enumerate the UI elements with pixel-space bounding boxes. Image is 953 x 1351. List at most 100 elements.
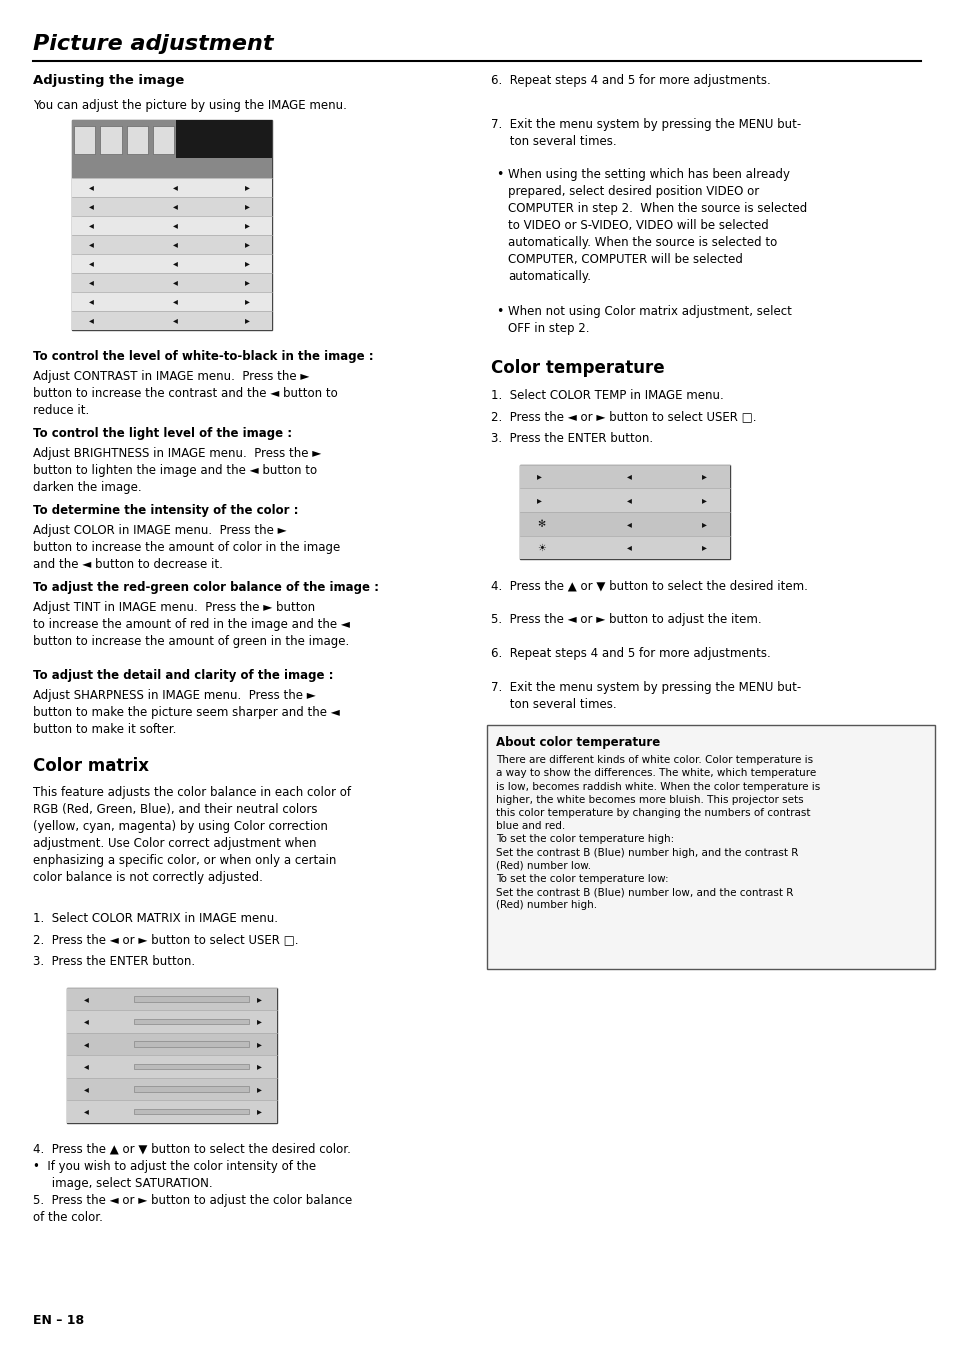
- FancyBboxPatch shape: [67, 988, 276, 1123]
- Text: ◂: ◂: [173, 239, 178, 250]
- Text: Adjust TINT in IMAGE menu.  Press the ► button
to increase the amount of red in : Adjust TINT in IMAGE menu. Press the ► b…: [33, 601, 350, 648]
- FancyBboxPatch shape: [71, 178, 272, 197]
- Text: ◂: ◂: [173, 315, 178, 326]
- FancyBboxPatch shape: [519, 465, 729, 489]
- Text: 7.  Exit the menu system by pressing the MENU but-
     ton several times.: 7. Exit the menu system by pressing the …: [491, 681, 801, 711]
- Text: ◂: ◂: [89, 201, 93, 212]
- FancyBboxPatch shape: [100, 126, 121, 154]
- Text: ◂: ◂: [84, 994, 89, 1004]
- Text: ▸: ▸: [537, 471, 541, 481]
- FancyBboxPatch shape: [152, 126, 173, 154]
- FancyBboxPatch shape: [71, 197, 272, 216]
- Text: Color matrix: Color matrix: [33, 757, 150, 774]
- Text: 1.  Select COLOR TEMP in IMAGE menu.: 1. Select COLOR TEMP in IMAGE menu.: [491, 389, 723, 403]
- Text: ▸: ▸: [245, 277, 250, 288]
- Text: 2.  Press the ◄ or ► button to select USER □.: 2. Press the ◄ or ► button to select USE…: [33, 934, 298, 947]
- FancyBboxPatch shape: [67, 1100, 276, 1123]
- Text: ▸: ▸: [245, 220, 250, 231]
- Text: 4.  Press the ▲ or ▼ button to select the desired color.
•  If you wish to adjus: 4. Press the ▲ or ▼ button to select the…: [33, 1143, 351, 1190]
- Text: When not using Color matrix adjustment, select
OFF in step 2.: When not using Color matrix adjustment, …: [508, 305, 792, 335]
- Text: When using the setting which has been already
prepared, select desired position : When using the setting which has been al…: [508, 168, 807, 282]
- Text: ▸: ▸: [245, 182, 250, 193]
- Text: ▸: ▸: [257, 1084, 262, 1094]
- Text: ◂: ◂: [173, 258, 178, 269]
- FancyBboxPatch shape: [519, 489, 729, 512]
- Text: You can adjust the picture by using the IMAGE menu.: You can adjust the picture by using the …: [33, 99, 347, 112]
- FancyBboxPatch shape: [71, 120, 272, 158]
- FancyBboxPatch shape: [486, 725, 934, 969]
- Text: ◂: ◂: [173, 277, 178, 288]
- Text: ▸: ▸: [537, 496, 541, 505]
- Text: ▸: ▸: [257, 994, 262, 1004]
- Text: 5.  Press the ◄ or ► button to adjust the item.: 5. Press the ◄ or ► button to adjust the…: [491, 613, 761, 627]
- Text: ◂: ◂: [84, 1062, 89, 1071]
- Text: ▸: ▸: [245, 201, 250, 212]
- Text: ◂: ◂: [626, 543, 631, 553]
- FancyBboxPatch shape: [67, 1055, 276, 1078]
- Text: ◂: ◂: [89, 277, 93, 288]
- FancyBboxPatch shape: [133, 1019, 249, 1024]
- Text: ✻: ✻: [537, 519, 545, 528]
- Text: ◂: ◂: [89, 315, 93, 326]
- Text: 6.  Repeat steps 4 and 5 for more adjustments.: 6. Repeat steps 4 and 5 for more adjustm…: [491, 647, 770, 661]
- FancyBboxPatch shape: [127, 126, 148, 154]
- Text: 3.  Press the ENTER button.: 3. Press the ENTER button.: [491, 432, 653, 446]
- Text: ▸: ▸: [245, 258, 250, 269]
- Text: Adjusting the image: Adjusting the image: [33, 74, 185, 88]
- Text: •: •: [496, 168, 503, 181]
- Text: To control the light level of the image :: To control the light level of the image …: [33, 427, 293, 440]
- Text: ▸: ▸: [245, 315, 250, 326]
- Text: ▸: ▸: [257, 1039, 262, 1048]
- FancyBboxPatch shape: [133, 996, 249, 1001]
- Text: Adjust CONTRAST in IMAGE menu.  Press the ►
button to increase the contrast and : Adjust CONTRAST in IMAGE menu. Press the…: [33, 370, 337, 417]
- Text: ◂: ◂: [89, 239, 93, 250]
- Text: ▸: ▸: [257, 1106, 262, 1116]
- Text: ◂: ◂: [89, 182, 93, 193]
- Text: This feature adjusts the color balance in each color of
RGB (Red, Green, Blue), : This feature adjusts the color balance i…: [33, 786, 351, 885]
- Text: Picture adjustment: Picture adjustment: [33, 34, 274, 54]
- Text: About color temperature: About color temperature: [496, 736, 659, 750]
- Text: 6.  Repeat steps 4 and 5 for more adjustments.: 6. Repeat steps 4 and 5 for more adjustm…: [491, 74, 770, 88]
- Text: 5.  Press the ◄ or ► button to adjust the color balance
of the color.: 5. Press the ◄ or ► button to adjust the…: [33, 1194, 353, 1224]
- FancyBboxPatch shape: [133, 1063, 249, 1069]
- Text: ◂: ◂: [626, 519, 631, 528]
- Text: Adjust COLOR in IMAGE menu.  Press the ►
button to increase the amount of color : Adjust COLOR in IMAGE menu. Press the ► …: [33, 524, 340, 571]
- Text: ◂: ◂: [84, 1016, 89, 1027]
- Text: ▸: ▸: [257, 1062, 262, 1071]
- FancyBboxPatch shape: [71, 120, 272, 330]
- Text: ▸: ▸: [701, 496, 706, 505]
- Text: ▸: ▸: [245, 296, 250, 307]
- FancyBboxPatch shape: [71, 158, 272, 178]
- Text: ▸: ▸: [257, 1016, 262, 1027]
- Text: To control the level of white-to-black in the image :: To control the level of white-to-black i…: [33, 350, 374, 363]
- Text: ◂: ◂: [84, 1106, 89, 1116]
- FancyBboxPatch shape: [74, 126, 95, 154]
- FancyBboxPatch shape: [133, 1042, 249, 1047]
- FancyBboxPatch shape: [133, 1109, 249, 1115]
- Text: 1.  Select COLOR MATRIX in IMAGE menu.: 1. Select COLOR MATRIX in IMAGE menu.: [33, 912, 278, 925]
- Text: ◂: ◂: [89, 258, 93, 269]
- Text: Color temperature: Color temperature: [491, 359, 664, 377]
- FancyBboxPatch shape: [67, 1011, 276, 1032]
- Text: 2.  Press the ◄ or ► button to select USER □.: 2. Press the ◄ or ► button to select USE…: [491, 411, 756, 424]
- Text: ◂: ◂: [626, 496, 631, 505]
- Text: 4.  Press the ▲ or ▼ button to select the desired item.: 4. Press the ▲ or ▼ button to select the…: [491, 580, 807, 593]
- FancyBboxPatch shape: [519, 512, 729, 536]
- Text: ☀: ☀: [537, 543, 545, 553]
- Text: 7.  Exit the menu system by pressing the MENU but-
     ton several times.: 7. Exit the menu system by pressing the …: [491, 118, 801, 147]
- Text: 3.  Press the ENTER button.: 3. Press the ENTER button.: [33, 955, 195, 969]
- Text: ◂: ◂: [173, 220, 178, 231]
- Text: •: •: [496, 305, 503, 319]
- FancyBboxPatch shape: [71, 120, 175, 158]
- FancyBboxPatch shape: [71, 292, 272, 311]
- Text: ▸: ▸: [701, 519, 706, 528]
- Text: ◂: ◂: [84, 1084, 89, 1094]
- FancyBboxPatch shape: [71, 311, 272, 330]
- Text: To determine the intensity of the color :: To determine the intensity of the color …: [33, 504, 298, 517]
- Text: To adjust the detail and clarity of the image :: To adjust the detail and clarity of the …: [33, 669, 334, 682]
- Text: ◂: ◂: [173, 201, 178, 212]
- Text: ◂: ◂: [626, 471, 631, 481]
- FancyBboxPatch shape: [71, 254, 272, 273]
- Text: ▸: ▸: [701, 471, 706, 481]
- FancyBboxPatch shape: [67, 988, 276, 1011]
